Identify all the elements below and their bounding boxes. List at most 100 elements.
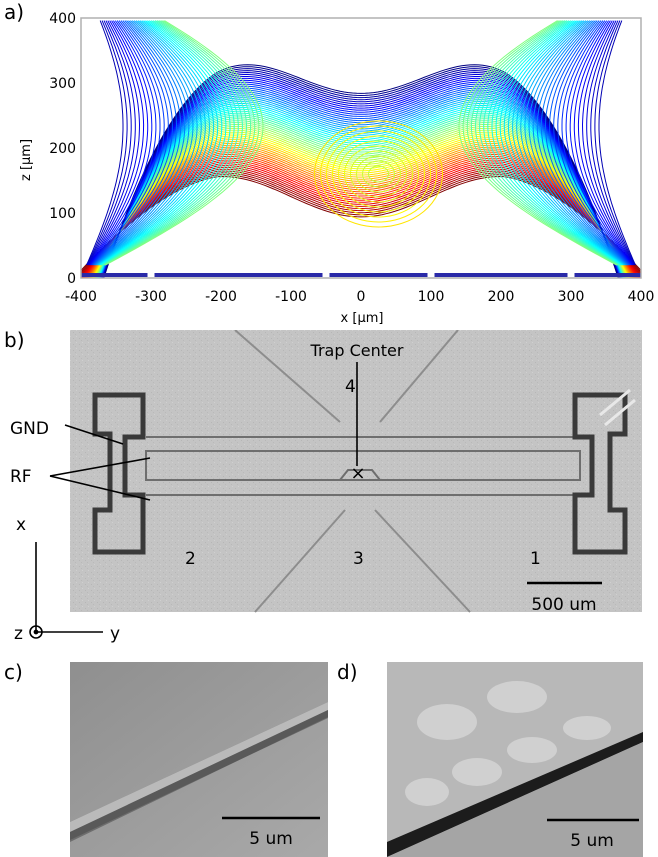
- contour-line: [545, 20, 629, 266]
- contour-line: [103, 20, 252, 266]
- contour-line: [98, 20, 215, 266]
- contour-line: [105, 20, 264, 266]
- contour-line: [368, 165, 389, 183]
- contour-line: [91, 20, 161, 266]
- axis-triad: [29, 542, 103, 639]
- dc-electrode-diagonals: [234, 330, 471, 613]
- contour-line: [101, 85, 621, 278]
- contour-line: [101, 20, 239, 266]
- contour-line: [90, 20, 153, 266]
- contour-line: [87, 20, 132, 266]
- contour-line: [97, 114, 625, 278]
- contour-line: [332, 135, 425, 213]
- panel-b-label: b): [4, 328, 25, 352]
- electrode-segment: [154, 273, 323, 277]
- contour-line: [102, 71, 620, 278]
- contour-line: [577, 20, 634, 266]
- contour-line: [89, 20, 149, 266]
- sem-image-c: 5 um: [70, 662, 328, 857]
- contour-line: [94, 20, 182, 266]
- x-axis-label: x [µm]: [341, 311, 384, 326]
- contour-line: [102, 68, 620, 278]
- scale-bar-label: 500 um: [531, 595, 596, 615]
- contour-line: [499, 20, 623, 266]
- contour-line: [97, 20, 206, 266]
- contour-line: [101, 20, 235, 266]
- scale-bar-label: 5 um: [570, 831, 614, 851]
- electrode-2-label: 2: [185, 549, 196, 569]
- panel-d-label: d): [337, 660, 358, 684]
- y-tick-label: 300: [49, 76, 76, 92]
- contour-line: [93, 131, 629, 278]
- contour-line: [93, 133, 629, 278]
- contour-line: [95, 124, 627, 278]
- contour-line: [99, 20, 223, 266]
- contour-line: [96, 20, 202, 266]
- contour-line: [536, 20, 628, 266]
- contour-line: [581, 20, 634, 266]
- contour-line: [88, 20, 145, 266]
- contour-line: [102, 20, 248, 266]
- electrode-segment: [81, 273, 148, 277]
- contour-line: [590, 20, 635, 266]
- contour-line: [95, 125, 627, 278]
- gnd-label: GND: [10, 419, 49, 439]
- y-axis-label: z [µm]: [19, 139, 34, 181]
- contour-line: [100, 89, 622, 278]
- contour-line: [104, 20, 260, 266]
- contour-line: [491, 20, 622, 266]
- contour-line: [553, 20, 630, 266]
- contour-line: [88, 20, 141, 266]
- x-tick-label: 400: [628, 289, 655, 305]
- sem-image-d: 5 um: [387, 662, 643, 857]
- contour-line: [85, 155, 637, 278]
- contour-line: [102, 76, 620, 278]
- contour-line: [87, 20, 136, 266]
- contour-line: [470, 20, 619, 266]
- contour-line: [98, 104, 624, 278]
- plot-a-frame: [80, 17, 642, 279]
- contour-line: [474, 20, 620, 266]
- contour-line: [86, 20, 124, 266]
- contour-line: [104, 20, 256, 266]
- contour-line: [96, 20, 198, 266]
- rf-pointer-upper: [49, 457, 151, 477]
- y-tick-label: 0: [67, 271, 76, 287]
- electrode-1-label: 1: [530, 549, 541, 569]
- contour-line: [100, 20, 231, 266]
- x-tick-label: 100: [418, 289, 445, 305]
- contour-line: [103, 66, 619, 278]
- contour-line: [86, 20, 128, 266]
- contour-line: [97, 20, 210, 266]
- contour-line: [507, 20, 624, 266]
- contour-line: [569, 20, 632, 266]
- panel-a-label: a): [4, 0, 25, 24]
- contour-line: [573, 20, 633, 266]
- y-tick-label: 400: [49, 11, 76, 27]
- axis-z-label: z: [14, 624, 23, 644]
- contour-line: [314, 120, 443, 228]
- y-tick-label: 100: [49, 206, 76, 222]
- trap-micrograph: Trap Center 4 × GND RF 2 3 1 500 um x y …: [10, 330, 642, 644]
- x-tick-label: 200: [488, 289, 515, 305]
- contour-line: [98, 106, 624, 278]
- contour-plot: -400 -300 -200 -100 0 100 200 300 400 0 100 200 300 4…: [19, 11, 655, 326]
- contour-line: [520, 20, 626, 266]
- contour-line: [82, 163, 640, 278]
- x-tick-label: -400: [65, 289, 97, 305]
- x-tick-label: -100: [275, 289, 307, 305]
- electrode-3-label: 3: [353, 549, 364, 569]
- electrode-segment: [574, 273, 641, 277]
- contour-line: [100, 95, 622, 278]
- contour-line: [83, 161, 639, 278]
- contour-line: [95, 20, 190, 266]
- contour-line: [524, 20, 626, 266]
- contour-line: [487, 20, 621, 266]
- contour-line: [81, 170, 641, 276]
- contour-line: [362, 160, 395, 188]
- electrode-segment: [329, 273, 428, 277]
- contour-line: [97, 112, 625, 278]
- contour-line: [92, 20, 173, 266]
- contour-line: [102, 20, 243, 266]
- gnd-pointer: [64, 424, 124, 445]
